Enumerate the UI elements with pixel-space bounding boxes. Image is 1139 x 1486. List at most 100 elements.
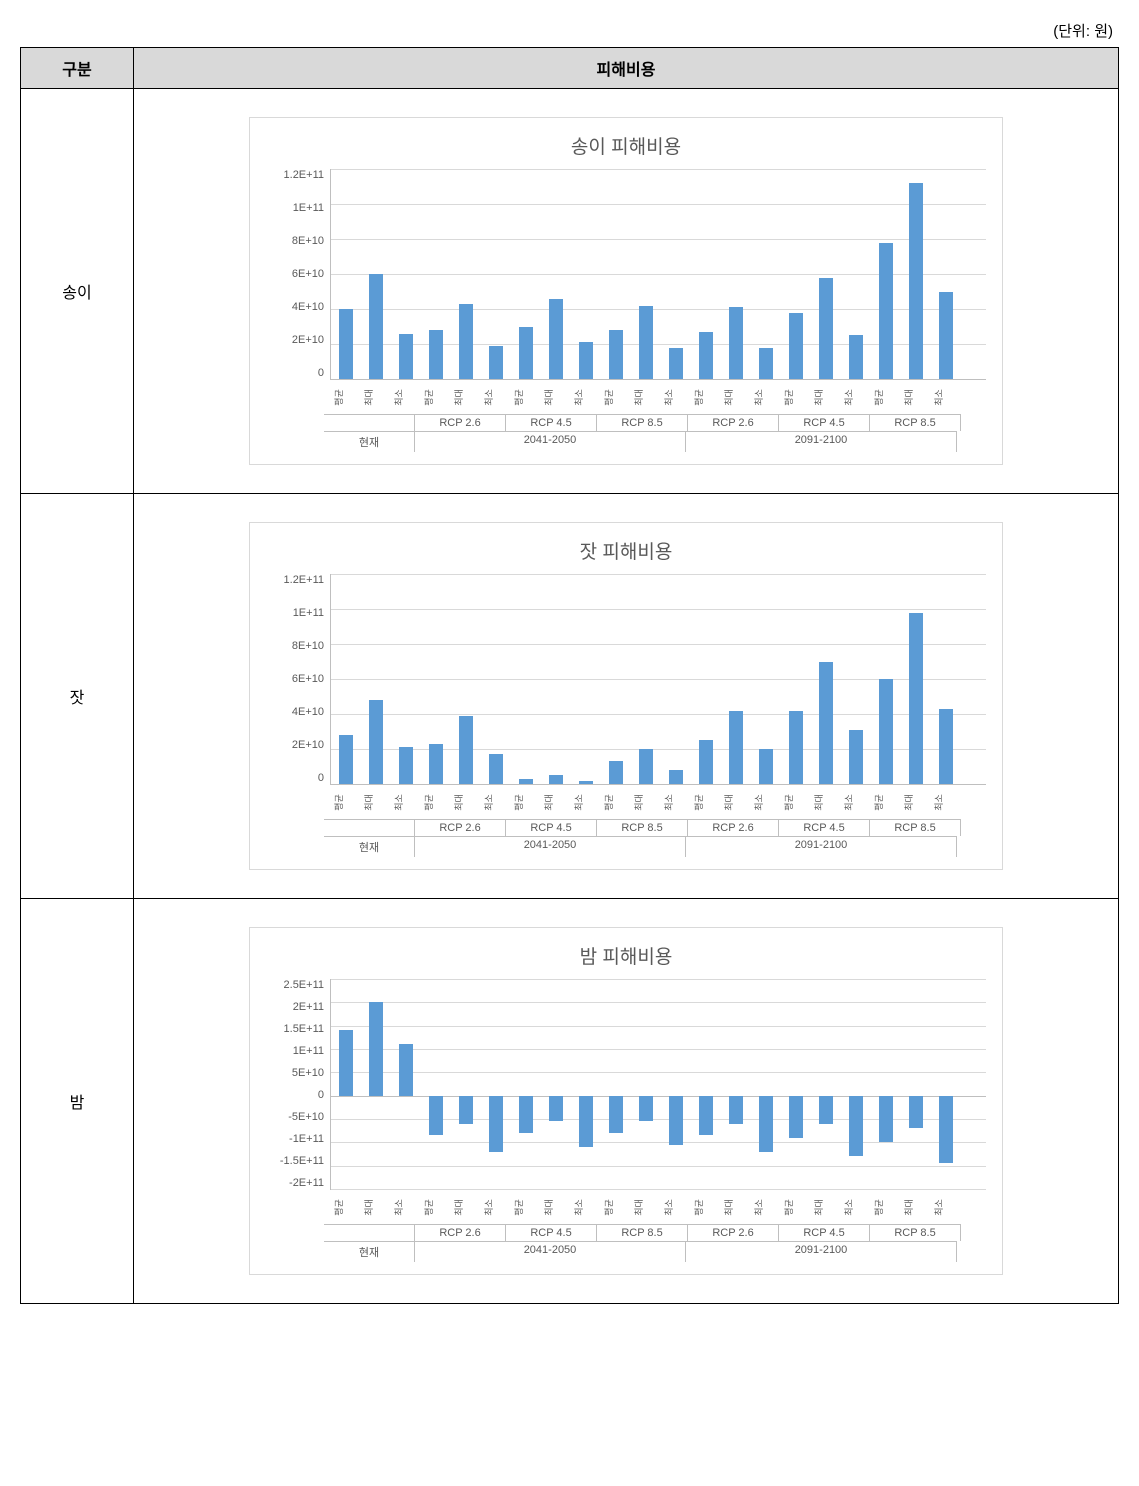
- chart-card: 잣 피해비용1.2E+111E+118E+106E+104E+102E+100평…: [249, 522, 1003, 870]
- bar: [579, 781, 593, 785]
- row-label: 송이: [21, 89, 134, 494]
- y-tick-label: 5E+10: [292, 1067, 324, 1079]
- gridline: [331, 979, 986, 980]
- x-category-label: 최대: [534, 1190, 564, 1224]
- bar: [729, 1096, 743, 1124]
- bar: [579, 1096, 593, 1147]
- x-period-label: 2041-2050: [415, 1241, 686, 1262]
- x-category-label: 최소: [744, 380, 774, 414]
- table-row: 밤밤 피해비용2.5E+112E+111.5E+111E+115E+100-5E…: [21, 899, 1119, 1304]
- bar: [489, 754, 503, 784]
- x-group-row: RCP 2.6RCP 4.5RCP 8.5RCP 2.6RCP 4.5RCP 8…: [266, 414, 986, 431]
- x-category-label: 최대: [804, 1190, 834, 1224]
- bar: [759, 348, 773, 380]
- x-period-label: 2041-2050: [415, 836, 686, 857]
- x-category-label: 평균: [594, 380, 624, 414]
- gridline: [331, 1166, 986, 1167]
- x-category-label: 최대: [534, 785, 564, 819]
- y-tick-label: 1E+11: [293, 202, 324, 214]
- bar: [429, 1096, 443, 1136]
- y-tick-label: 4E+10: [292, 301, 324, 313]
- x-category-label: 평균: [504, 785, 534, 819]
- x-group-label: RCP 8.5: [597, 414, 688, 431]
- bar: [609, 330, 623, 379]
- x-category-label: 최소: [834, 1190, 864, 1224]
- bar: [759, 749, 773, 784]
- bar: [879, 243, 893, 380]
- x-group-label: RCP 2.6: [415, 819, 506, 836]
- x-category-label: 최대: [534, 380, 564, 414]
- x-period-label: 2091-2100: [686, 431, 957, 452]
- bar: [729, 307, 743, 379]
- bar: [369, 1002, 383, 1095]
- x-group-label: RCP 8.5: [870, 414, 961, 431]
- x-category-label: 최대: [894, 380, 924, 414]
- x-category-label: 최소: [564, 785, 594, 819]
- chart-title: 잣 피해비용: [266, 537, 986, 564]
- y-tick-label: 1E+11: [293, 607, 324, 619]
- main-table: 구분 피해비용 송이송이 피해비용1.2E+111E+118E+106E+104…: [20, 47, 1119, 1304]
- x-category-label: 평균: [774, 785, 804, 819]
- y-tick-label: 8E+10: [292, 640, 324, 652]
- plot-area: [330, 169, 986, 380]
- bar: [939, 1096, 953, 1164]
- x-period-row: 현재2041-20502091-2100: [266, 1241, 986, 1262]
- x-group-label: RCP 4.5: [779, 414, 870, 431]
- x-group-label: RCP 8.5: [597, 1224, 688, 1241]
- bar: [909, 183, 923, 379]
- x-group-label: RCP 2.6: [415, 1224, 506, 1241]
- gridline: [331, 204, 986, 205]
- x-category-label: 평균: [684, 1190, 714, 1224]
- x-category-label: 평균: [324, 380, 354, 414]
- x-group-label: [324, 414, 415, 431]
- x-category-label: 최소: [834, 380, 864, 414]
- y-tick-label: 0: [318, 1089, 324, 1101]
- bar: [789, 1096, 803, 1138]
- x-category-label: 평균: [594, 785, 624, 819]
- x-group-label: RCP 4.5: [779, 1224, 870, 1241]
- bar: [819, 662, 833, 785]
- table-row: 잣잣 피해비용1.2E+111E+118E+106E+104E+102E+100…: [21, 494, 1119, 899]
- bar: [429, 330, 443, 379]
- x-category-label: 평균: [774, 380, 804, 414]
- gridline: [331, 239, 986, 240]
- gridline: [331, 1142, 986, 1143]
- bar: [369, 274, 383, 379]
- gridline: [331, 1026, 986, 1027]
- x-category-label: 평균: [864, 380, 894, 414]
- x-category-label: 최소: [384, 1190, 414, 1224]
- gridline: [331, 1072, 986, 1073]
- x-category-label: 최소: [834, 785, 864, 819]
- bar: [519, 327, 533, 380]
- bar: [549, 775, 563, 784]
- y-tick-label: -1E+11: [289, 1133, 324, 1145]
- header-cost: 피해비용: [134, 48, 1119, 89]
- x-group-row: RCP 2.6RCP 4.5RCP 8.5RCP 2.6RCP 4.5RCP 8…: [266, 819, 986, 836]
- y-tick-label: 4E+10: [292, 706, 324, 718]
- x-category-label: 최소: [384, 380, 414, 414]
- unit-label: (단위: 원): [20, 20, 1119, 41]
- bar: [519, 779, 533, 784]
- x-category-label: 최대: [354, 380, 384, 414]
- x-category-label: 최대: [894, 785, 924, 819]
- x-category-label: 최소: [744, 785, 774, 819]
- bar: [699, 332, 713, 379]
- header-category: 구분: [21, 48, 134, 89]
- bar: [759, 1096, 773, 1152]
- bar: [699, 740, 713, 784]
- x-category-label: 최소: [924, 785, 954, 819]
- bar: [639, 306, 653, 380]
- bar: [849, 1096, 863, 1157]
- gridline: [331, 609, 986, 610]
- x-period-label: 2041-2050: [415, 431, 686, 452]
- x-group-label: [324, 1224, 415, 1241]
- x-category-label: 최소: [474, 380, 504, 414]
- row-label: 잣: [21, 494, 134, 899]
- y-tick-label: -1.5E+11: [280, 1155, 324, 1167]
- y-axis: 1.2E+111E+118E+106E+104E+102E+100: [266, 574, 330, 784]
- x-category-label: 최대: [444, 1190, 474, 1224]
- chart-cell: 잣 피해비용1.2E+111E+118E+106E+104E+102E+100평…: [134, 494, 1119, 899]
- x-category-row: 평균최대최소평균최대최소평균최대최소평균최대최소평균최대최소평균최대최소평균최대…: [266, 1190, 986, 1224]
- x-category-label: 최대: [624, 1190, 654, 1224]
- gridline: [331, 1002, 986, 1003]
